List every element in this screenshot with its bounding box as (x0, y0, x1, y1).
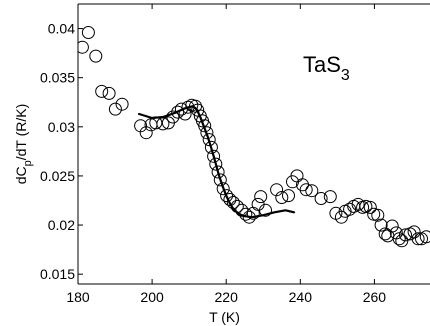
x-axis-label: T (K) (209, 309, 240, 325)
annotation-sub: 3 (341, 67, 350, 84)
y-tick-label: 0.035 (40, 70, 75, 86)
y-tick-label: 0.03 (48, 119, 75, 135)
x-tick-label: 240 (289, 289, 313, 305)
data-point (81, 26, 95, 39)
x-tick-label: 220 (215, 289, 239, 305)
x-tick-label: 180 (66, 289, 90, 305)
data-point (139, 126, 153, 140)
data-point (385, 219, 399, 233)
data-point (213, 173, 227, 187)
data-point (211, 165, 225, 179)
data-point (95, 84, 109, 98)
data-point (102, 86, 116, 100)
data-point (296, 178, 309, 192)
data-point (359, 199, 373, 213)
y-axis-label: dCp/dT (R/K) (13, 104, 34, 185)
data-point (299, 183, 313, 197)
data-point (323, 190, 337, 204)
data-point (251, 197, 265, 211)
annotation-main: TaS (303, 52, 341, 77)
data-point (198, 119, 212, 133)
data-point (374, 218, 388, 232)
data-point (200, 126, 214, 140)
data-point (171, 105, 185, 119)
plot-area (78, 26, 430, 248)
data-point (204, 140, 218, 154)
data-point (367, 207, 381, 221)
data-point (399, 228, 412, 242)
fit-curve (138, 105, 296, 219)
data-point (220, 189, 234, 203)
y-axis-label-sub: p (22, 160, 34, 166)
y-axis-label-main: dC (13, 166, 29, 184)
data-point (202, 133, 216, 147)
data-point (191, 103, 205, 117)
data-point (254, 190, 268, 204)
data-point (305, 184, 319, 198)
data-point (411, 232, 425, 246)
data-point (207, 149, 221, 163)
data-point (115, 97, 129, 111)
data-point (270, 183, 284, 197)
data-point (275, 191, 289, 204)
y-axis-label-tail: /dT (R/K) (13, 104, 29, 161)
data-point (166, 110, 180, 124)
data-point (223, 193, 237, 206)
data-point (259, 203, 272, 217)
data-point (392, 232, 406, 246)
chart-annotation: TaS3 (303, 52, 350, 84)
data-point (314, 192, 328, 205)
data-point (351, 197, 365, 211)
y-tick-label: 0.025 (40, 168, 75, 184)
y-tick-label: 0.015 (40, 266, 75, 282)
data-point (419, 230, 430, 244)
data-point (216, 182, 230, 196)
data-point (89, 49, 103, 63)
data-point (363, 200, 377, 214)
data-point (343, 202, 357, 216)
data-point (108, 102, 122, 116)
data-point (407, 225, 421, 239)
data-point (282, 189, 295, 203)
x-tick-label: 260 (363, 289, 387, 305)
data-point (209, 157, 223, 171)
data-point (378, 227, 392, 241)
data-point (371, 208, 385, 222)
y-tick-label: 0.04 (48, 21, 75, 37)
x-tick-label: 200 (140, 289, 164, 305)
data-point (78, 40, 89, 54)
y-tick-label: 0.02 (48, 217, 75, 233)
